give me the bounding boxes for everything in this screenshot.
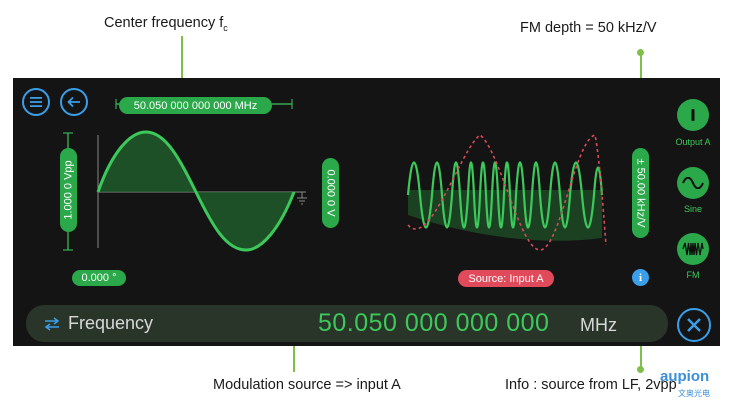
amplitude-pill[interactable]: 1.000 0 Vpp xyxy=(60,148,77,232)
center-frequency-annotation-text: Center frequency f xyxy=(104,15,224,31)
info-icon: i xyxy=(638,271,643,284)
back-button[interactable] xyxy=(60,88,88,116)
parameter-bar[interactable] xyxy=(26,305,668,342)
power-icon xyxy=(691,109,695,121)
parameter-unit: MHz xyxy=(580,315,617,335)
arrow-left-icon xyxy=(67,96,80,108)
fm-depth-pill-text: ± 50.00 kHz/V xyxy=(634,158,647,228)
fm-depth-pill[interactable]: ± 50.00 kHz/V xyxy=(632,148,649,238)
phase-pill[interactable]: 0.000 ° xyxy=(72,270,126,286)
center-frequency-pill[interactable]: 50.050 000 000 000 MHz xyxy=(119,97,272,114)
offset-pill[interactable]: 0.000 0 V xyxy=(322,158,339,228)
watermark-brand: aupion xyxy=(660,368,710,385)
center-frequency-callout-line xyxy=(181,36,183,96)
sine-wave-icon xyxy=(682,177,704,189)
info-callout-dot xyxy=(637,366,644,373)
sine-label: Sine xyxy=(683,204,702,214)
parameter-label: Frequency xyxy=(68,313,154,333)
amplitude-pill-text: 1.000 0 Vpp xyxy=(62,160,75,220)
parameter-value[interactable]: 50.050 000 000 000 xyxy=(318,309,550,337)
fm-label: FM xyxy=(686,270,700,280)
hamburger-icon xyxy=(30,97,42,107)
swap-arrows-icon[interactable] xyxy=(44,317,60,331)
center-frequency-annotation-subscript: c xyxy=(223,22,228,33)
output-a-button[interactable] xyxy=(677,99,709,131)
offset-pill-text: 0.000 0 V xyxy=(324,169,337,217)
menu-button[interactable] xyxy=(22,88,50,116)
source-pill[interactable]: Source: Input A xyxy=(458,270,554,287)
modulation-source-annotation: Modulation source => input A xyxy=(213,377,401,393)
settings-button[interactable] xyxy=(677,308,711,342)
output-a-label: Output A xyxy=(675,137,711,147)
fm-wave-icon xyxy=(682,242,704,256)
fm-modulation-button[interactable] xyxy=(677,233,709,265)
center-frequency-annotation: Center frequency fc xyxy=(104,15,228,33)
sine-waveform-button[interactable] xyxy=(677,167,709,199)
info-button[interactable]: i xyxy=(632,269,649,286)
fm-depth-callout-dot xyxy=(637,49,644,56)
watermark-sub: 文奥光电 xyxy=(678,389,710,398)
tools-icon xyxy=(687,318,701,332)
info-annotation: Info : source from LF, 2vpp xyxy=(505,377,677,393)
fm-depth-annotation: FM depth = 50 kHz/V xyxy=(520,20,657,36)
